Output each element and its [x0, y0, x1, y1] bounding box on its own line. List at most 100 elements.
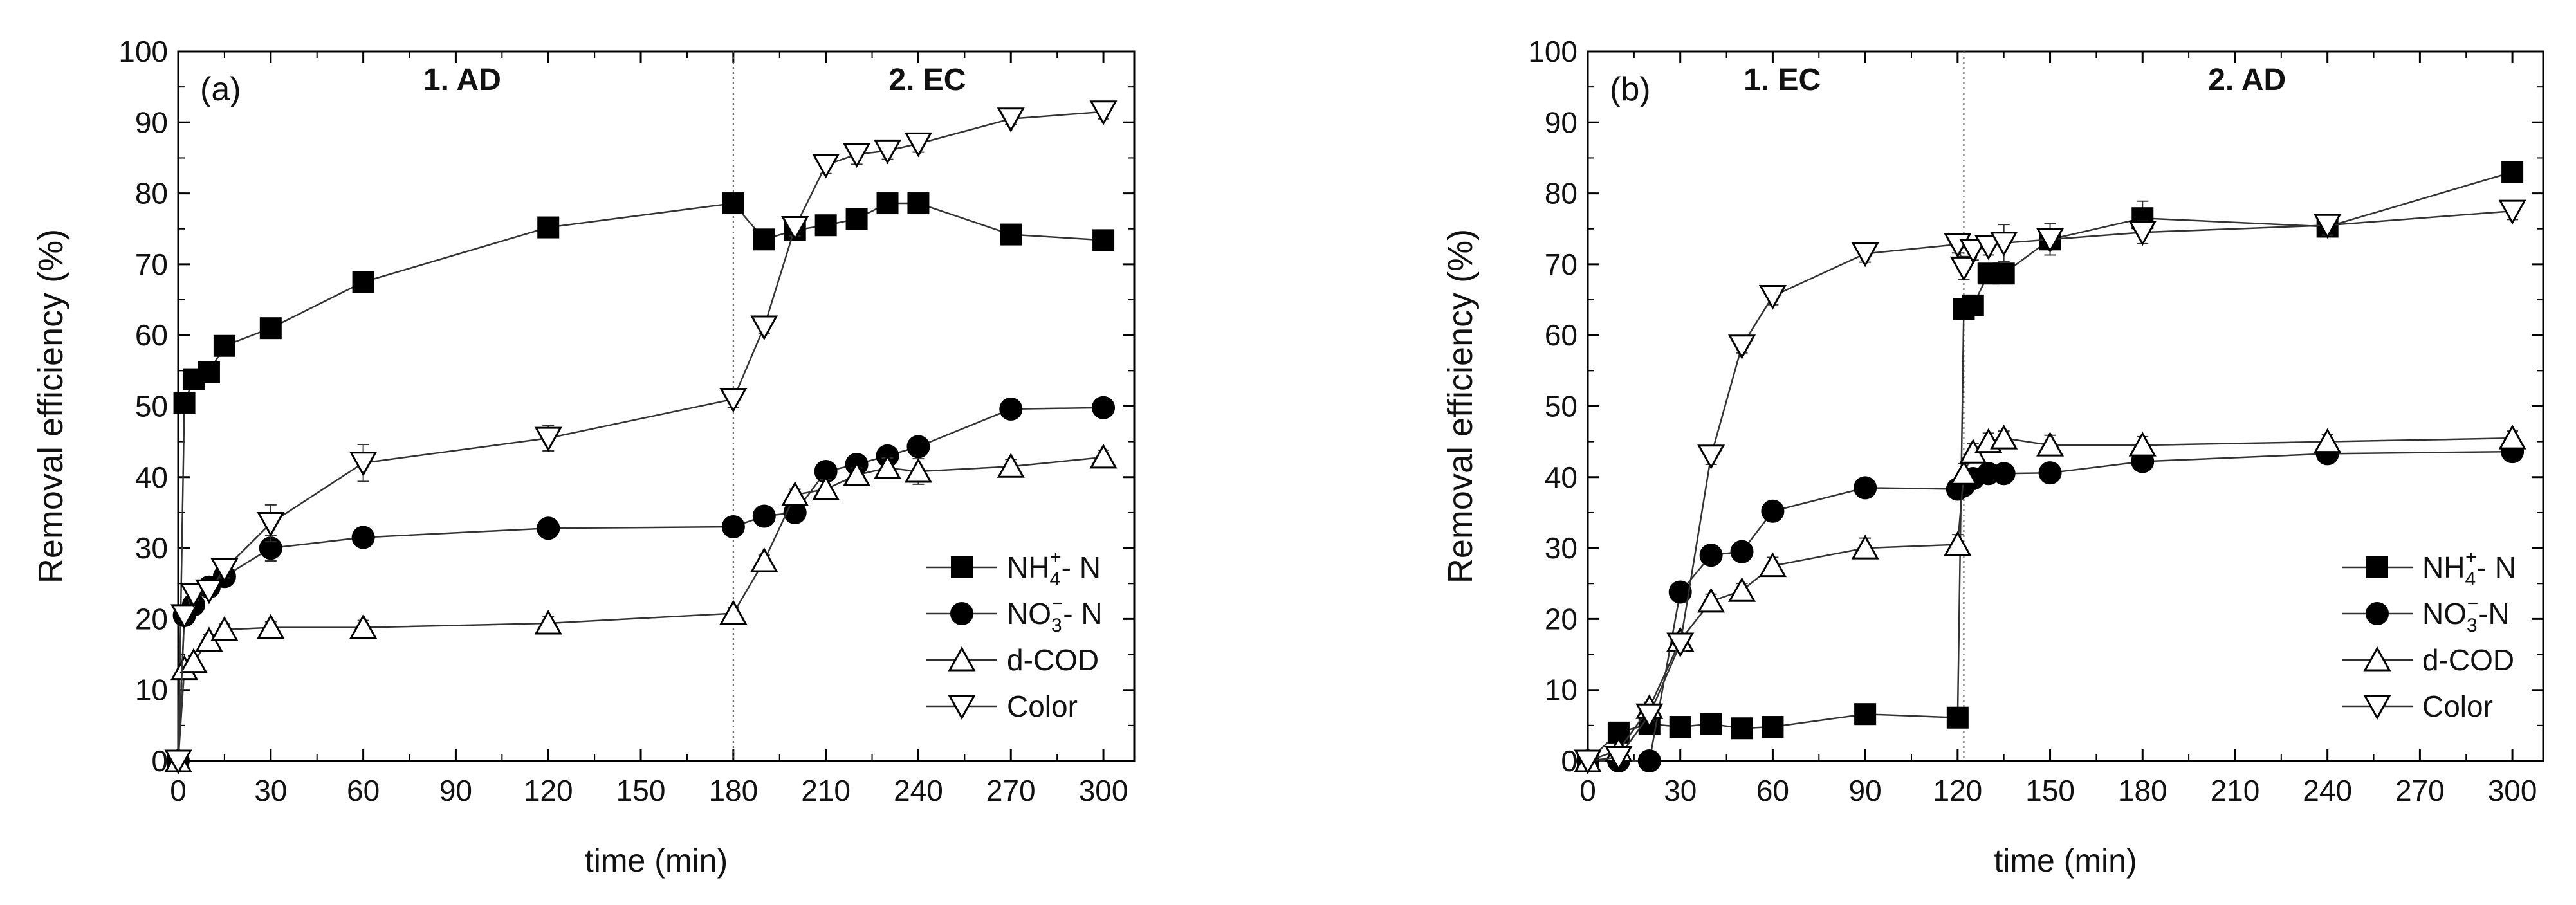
legend-label: NO3−-N: [2422, 593, 2510, 636]
x-tick-label: 60: [1756, 774, 1789, 807]
data-point: [873, 139, 902, 165]
legend-entry: Color: [926, 690, 1078, 723]
data-point: [1949, 256, 1978, 282]
data-point: [1730, 540, 1754, 563]
legend-entry: NO3−-N: [2342, 593, 2510, 636]
data-point: [1974, 235, 2003, 261]
y-tick-label: 80: [135, 177, 168, 210]
data-point: [2036, 228, 2065, 253]
legend-marker: [2363, 646, 2391, 672]
data-point: [721, 515, 745, 539]
data-point: [1851, 535, 1879, 560]
data-point: [1635, 703, 1664, 729]
data-point: [719, 387, 748, 413]
data-point: [1727, 577, 1756, 602]
plot-frame: [1587, 50, 2544, 762]
data-point: [173, 391, 196, 414]
x-tick-label: 90: [439, 774, 472, 807]
data-point: [845, 208, 868, 230]
y-tick-label: 50: [1545, 390, 1578, 423]
data-point: [876, 192, 899, 215]
y-tick-label: 0: [1561, 744, 1578, 778]
x-tick-label: 0: [170, 774, 187, 807]
y-tick-label: 80: [1545, 177, 1578, 210]
legend-marker: [2363, 695, 2391, 720]
data-point: [904, 457, 933, 483]
data-point: [1666, 632, 1695, 658]
x-tick-label: 270: [986, 774, 1036, 807]
data-point: [1000, 223, 1022, 246]
y-tick-label: 0: [151, 744, 168, 778]
data-point: [812, 475, 840, 501]
data-point: [2314, 428, 2342, 453]
data-point: [179, 583, 208, 608]
plot-frame: [177, 50, 1136, 762]
y-tick-label: 20: [135, 602, 168, 635]
y-tick-label: 100: [118, 35, 168, 68]
data-point: [1092, 396, 1116, 419]
legend-entry: Color: [2342, 690, 2493, 723]
y-tick-label: 60: [1545, 318, 1578, 352]
data-point: [997, 453, 1025, 478]
x-tick-label: 90: [1849, 774, 1882, 807]
y-tick-label: 10: [135, 673, 168, 707]
data-point: [2498, 199, 2526, 225]
series-square-filled: [167, 192, 1115, 772]
data-point: [997, 107, 1025, 133]
series-triangle-down-open: [1574, 199, 2526, 775]
data-point: [195, 579, 223, 605]
data-point: [537, 216, 560, 239]
series-circle-filled: [167, 396, 1116, 772]
panel-a: 0 30 60 90 120 150 180 210 240 270 300 0 10 20 30 40 50 6…: [32, 35, 1136, 879]
data-point: [1089, 100, 1118, 125]
x-tick-label: 60: [347, 774, 380, 807]
x-tick-label: 180: [708, 774, 758, 807]
data-point: [1992, 262, 2015, 285]
data-point: [537, 516, 560, 540]
y-tick-label: 30: [1545, 531, 1578, 565]
x-tick-label: 210: [2211, 774, 2260, 807]
data-point: [1697, 587, 1725, 613]
legend-label: d-COD: [2422, 643, 2514, 677]
legend-entry: d-COD: [926, 643, 1099, 677]
x-axis-label: time (min): [585, 843, 728, 879]
data-point: [210, 616, 239, 641]
legend-entry: d-COD: [2342, 643, 2514, 677]
data-point: [843, 461, 871, 486]
data-point: [1669, 716, 1691, 738]
legend-marker: [948, 695, 976, 720]
x-tick-label: 120: [1933, 774, 1982, 807]
data-point: [1959, 239, 1987, 264]
phase-label-2: 2. EC: [888, 63, 966, 97]
data-point: [257, 614, 285, 639]
y-tick-label: 40: [1545, 461, 1578, 494]
x-tick-label: 150: [616, 774, 666, 807]
data-point: [1727, 334, 1756, 360]
x-axis-label: time (min): [1994, 843, 2137, 879]
x-tick-label: 210: [801, 774, 851, 807]
data-point: [198, 361, 220, 383]
data-point: [2128, 221, 2157, 246]
y-tick-label: 20: [1545, 602, 1578, 635]
y-tick-label: 100: [1528, 35, 1578, 68]
data-point: [349, 452, 378, 477]
series-line: [1587, 210, 2513, 762]
series-line: [177, 202, 1104, 762]
data-point: [1949, 460, 1978, 485]
data-point: [259, 317, 282, 340]
data-point: [1758, 552, 1787, 578]
data-point: [1668, 580, 1692, 604]
legend-marker: [2366, 556, 2388, 578]
data-point: [170, 604, 199, 629]
data-point: [843, 143, 871, 169]
panel-label: (a): [200, 71, 241, 108]
data-point: [1762, 716, 1784, 738]
data-point: [1697, 444, 1725, 470]
data-point: [1761, 499, 1785, 523]
legend-marker: [948, 646, 976, 672]
data-point: [164, 749, 192, 775]
phase-label-1: 1. AD: [423, 63, 501, 97]
data-point: [814, 214, 837, 237]
data-point: [2501, 161, 2524, 183]
